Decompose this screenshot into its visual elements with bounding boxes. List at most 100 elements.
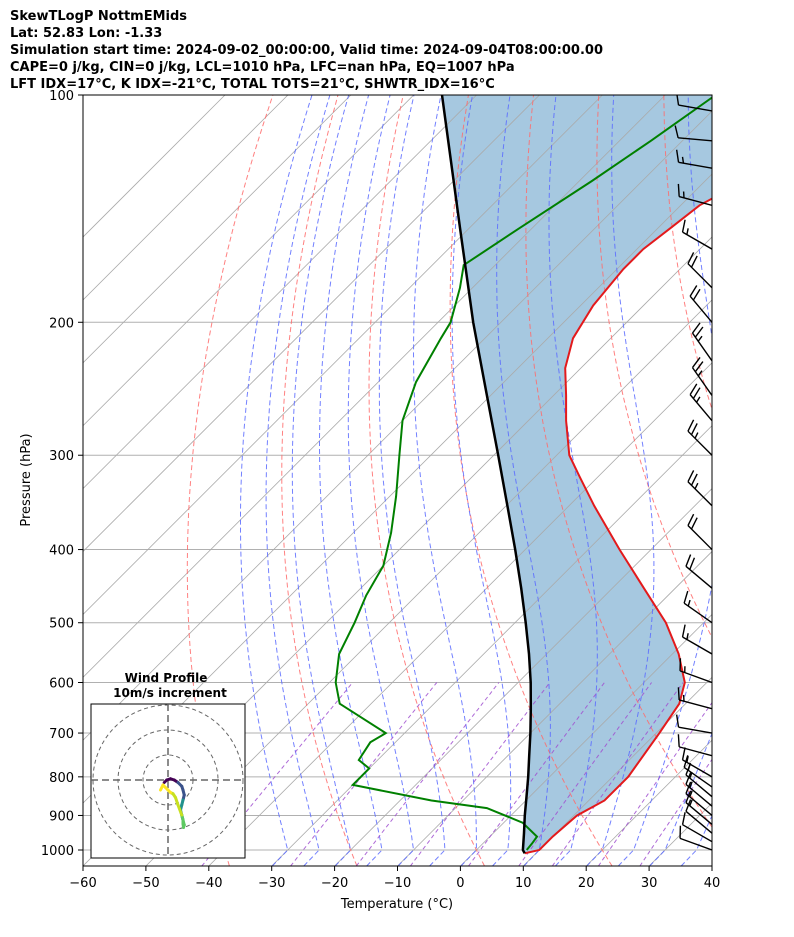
y-tick-label: 200 — [49, 316, 74, 331]
wind-barb-half-flag — [689, 781, 693, 788]
profile-lines — [334, 95, 712, 855]
moist-adiabats — [240, 95, 794, 866]
wind-barb-staff — [678, 746, 712, 757]
wind-barb-staff — [683, 766, 712, 788]
wind-barb-flag — [691, 357, 701, 369]
wind-barb-flag — [685, 554, 692, 567]
x-tick-label: −20 — [321, 876, 348, 891]
moist-adiabat — [240, 95, 313, 866]
dry-adiabat — [663, 95, 712, 411]
wind-barb-flag — [694, 326, 704, 338]
wind-barb-staff — [687, 263, 712, 289]
wind-barb-staff — [685, 774, 712, 798]
x-tick-label: −60 — [69, 876, 96, 891]
wind-barb-staff — [687, 430, 712, 456]
wind-barb-flag — [690, 255, 698, 268]
isotherm-line — [83, 95, 226, 238]
dry-adiabat — [186, 95, 274, 866]
wind-barb-flag — [692, 288, 701, 301]
indices-line-2: LFT IDX=17°C, K IDX=-21°C, TOTAL TOTS=21… — [10, 77, 495, 92]
hodograph-title: Wind Profile — [125, 671, 208, 685]
isotherm-line — [397, 550, 712, 866]
wind-barbs — [674, 95, 712, 851]
y-tick-label: 800 — [49, 771, 74, 786]
wind-barb-staff — [682, 636, 712, 655]
moist-adiabat — [412, 95, 477, 866]
isotherm-line — [271, 425, 712, 866]
wind-barb-staff — [678, 137, 712, 142]
wind-barb-half-flag — [686, 228, 689, 235]
y-tick-label: 1000 — [41, 844, 74, 859]
wind-barb-flag — [677, 183, 680, 197]
wind-barb-flag — [685, 772, 692, 785]
wind-barb-half-flag — [694, 482, 699, 490]
x-tick-label: 30 — [641, 876, 658, 891]
wind-barb-staff — [685, 565, 712, 589]
wind-barb-half-flag — [687, 599, 691, 607]
isotherm-line — [83, 95, 414, 427]
mixing-ratio-line — [290, 682, 438, 866]
mixing-ratio-line — [518, 682, 653, 866]
wind-barb-flag — [675, 149, 680, 163]
isotherm-line — [145, 299, 712, 866]
wind-barb-half-flag — [689, 799, 693, 807]
y-tick-label: 500 — [49, 617, 74, 632]
isotherm-line — [460, 613, 712, 866]
dry-adiabat — [596, 95, 712, 639]
y-axis-ticks: 1000 900 800 700 600 500 400 300 200 100 — [41, 89, 83, 859]
x-tick-label: −40 — [195, 876, 222, 891]
wind-barb-flag — [677, 734, 680, 747]
wind-barb-half-flag — [689, 790, 693, 798]
dry-adiabat — [729, 95, 794, 866]
x-tick-label: −30 — [258, 876, 285, 891]
wind-barb-flag — [690, 517, 698, 530]
wind-barb-half-flag — [686, 755, 689, 763]
hodograph-segment — [159, 783, 165, 792]
wind-barb-flag — [687, 252, 695, 265]
wind-barb-staff — [678, 699, 712, 710]
x-tick-label: 40 — [704, 876, 721, 891]
wind-barb-flag — [681, 624, 686, 638]
moist-adiabat — [744, 95, 794, 866]
moist-adiabat — [586, 95, 655, 866]
wind-barb-flag — [687, 470, 695, 483]
isotherm-line — [208, 362, 712, 866]
moist-adiabat — [451, 95, 512, 866]
dry-adiabat — [368, 95, 485, 866]
wind-barb-flag — [675, 714, 680, 728]
wind-barb-flag — [691, 322, 701, 334]
mixing-ratio-line — [597, 701, 712, 866]
y-tick-label: 700 — [49, 727, 74, 742]
wind-barb-staff — [682, 759, 712, 778]
dry-adiabat — [281, 95, 358, 866]
hodograph-subtitle: 10m/s increment — [113, 686, 227, 700]
wind-barb-half-flag — [686, 633, 689, 640]
chart-header: SkewTLogP NottmEMids Lat: 52.83 Lon: -1.… — [10, 8, 603, 93]
moist-adiabat — [319, 95, 383, 866]
wind-barb-staff — [685, 802, 712, 825]
wind-barb-staff — [689, 295, 712, 323]
moist-adiabat — [680, 814, 712, 866]
wind-barb-half-flag — [694, 432, 699, 439]
chart-title: SkewTLogP NottmEMids — [10, 9, 188, 24]
wind-barb-half-flag — [697, 370, 703, 377]
dewpoint-line — [334, 96, 712, 851]
x-tick-label: 20 — [578, 876, 595, 891]
x-tick-label: 0 — [456, 876, 464, 891]
wind-barb-staff — [679, 670, 712, 684]
wind-barb-staff — [678, 195, 712, 207]
wind-barb-staff — [678, 726, 712, 734]
y-axis-label: Pressure (hPa) — [19, 433, 34, 526]
isotherm-line — [83, 110, 712, 741]
hodograph-inset: Wind Profile 10m/s increment — [90, 671, 246, 859]
temperature-line — [524, 197, 712, 855]
isotherm-line — [334, 488, 712, 866]
y-tick-label: 400 — [49, 544, 74, 559]
wind-barb-staff — [682, 824, 712, 843]
wind-barb-flag — [689, 285, 698, 297]
dry-adiabats — [186, 95, 794, 866]
mixing-ratio-line — [355, 682, 500, 866]
wind-barb-flag — [681, 812, 686, 825]
cin-shading — [442, 95, 712, 854]
